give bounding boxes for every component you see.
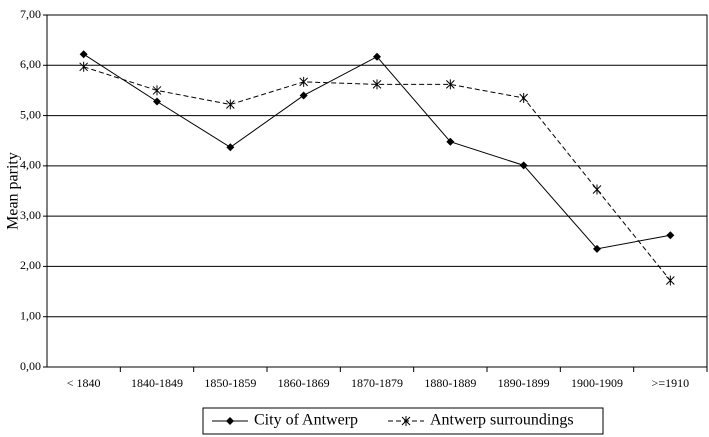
x-tick-label: 1890-1899 (498, 376, 550, 390)
x-tick-label: 1900-1909 (571, 376, 623, 390)
marker (226, 143, 235, 152)
marker (592, 184, 602, 195)
x-tick-label: < 1840 (67, 376, 101, 390)
marker (152, 85, 162, 96)
y-axis-label: Mean parity (5, 152, 22, 230)
legend-box (202, 407, 604, 435)
marker (665, 275, 675, 286)
marker (373, 52, 381, 61)
plot-border (46, 14, 708, 368)
marker (225, 99, 235, 110)
marker (593, 244, 601, 253)
marker (372, 79, 382, 90)
marker (445, 79, 455, 90)
x-tick-label: >=1910 (652, 376, 690, 390)
marker (79, 50, 88, 59)
marker (299, 91, 308, 100)
marker (79, 61, 89, 72)
marker (519, 92, 529, 103)
marker (401, 416, 411, 426)
marker (226, 417, 234, 425)
x-tick-label: 1840-1849 (131, 376, 183, 390)
y-tick-label: 6,00 (20, 57, 41, 71)
y-tick-label: 1,00 (20, 308, 41, 322)
y-tick-label: 2,00 (20, 258, 41, 272)
x-tick-label: 1850-1859 (204, 376, 256, 390)
marker (153, 97, 161, 106)
y-tick-label: 4,00 (20, 158, 41, 172)
x-tick-label: 1860-1869 (278, 376, 330, 390)
marker (299, 76, 309, 87)
legend-text: City of Antwerp (254, 412, 358, 429)
y-tick-label: 7,00 (20, 7, 41, 21)
marker (666, 231, 675, 240)
x-tick-label: 1870-1879 (351, 376, 403, 390)
legend-text: Antwerp surroundings (430, 412, 574, 429)
y-tick-label: 5,00 (20, 107, 41, 121)
series-line (83, 66, 671, 281)
x-tick-label: 1880-1889 (424, 376, 476, 390)
y-tick-label: 0,00 (20, 359, 41, 373)
y-tick-label: 3,00 (20, 208, 41, 222)
marker (446, 137, 455, 146)
marker (519, 161, 528, 170)
